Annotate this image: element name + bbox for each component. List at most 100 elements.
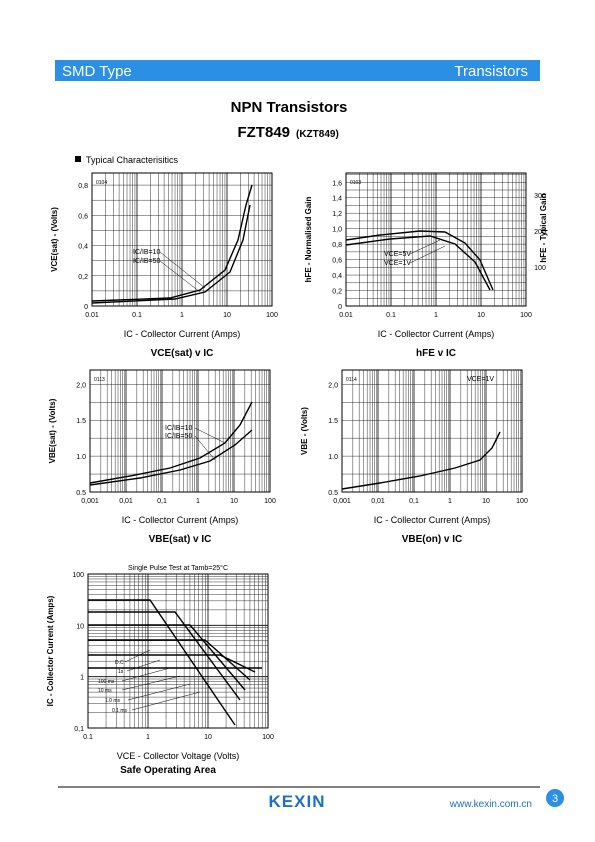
y2-tick-label: 200 <box>534 229 546 236</box>
leader-line <box>409 239 441 255</box>
y-tick-label: 0 <box>338 304 342 311</box>
x-tick-label: 0.1 <box>132 312 142 319</box>
header-right: Transistors <box>454 63 528 80</box>
y-tick-label: 10 <box>76 623 84 630</box>
curve <box>91 204 251 304</box>
y-axis-label: VBE - (Volts) <box>300 407 309 455</box>
figure-code: 0113 <box>94 377 105 383</box>
figure-code: 0114 <box>346 377 357 383</box>
leader-line <box>159 251 206 289</box>
annotation: 1s <box>118 669 124 675</box>
plot-frame <box>87 573 269 729</box>
curve <box>88 599 236 726</box>
y-tick-label: 0,6 <box>78 213 88 220</box>
leader-line <box>194 427 226 444</box>
x-tick-label: 10 <box>230 498 238 505</box>
footer-brand: KEXIN <box>269 792 326 811</box>
leader-line <box>127 683 191 701</box>
y-axis-label: VBE(sat) - (Volts) <box>48 398 57 463</box>
curve <box>91 184 253 302</box>
header-bar <box>55 60 540 81</box>
x-axis-label: IC - Collector Current (Amps) <box>122 515 239 525</box>
doc-title: NPN Transistors <box>231 99 348 116</box>
y-tick-label: 2,0 <box>328 382 338 389</box>
x-tick-label: 0,1 <box>157 498 167 505</box>
x-tick-label: 1 <box>434 312 438 319</box>
figure-caption: Safe Operating Area <box>120 765 216 776</box>
curve <box>345 235 491 291</box>
x-tick-label: 100 <box>520 312 532 319</box>
annotation: VCE=1V <box>384 260 411 267</box>
y-tick-label: 1,6 <box>332 180 342 187</box>
y-tick-label: 0 <box>84 304 88 311</box>
x-tick-label: 10 <box>204 734 212 741</box>
figure-caption: hFE v IC <box>416 348 456 359</box>
header-left: SMD Type <box>62 63 132 80</box>
x-tick-label: 0,01 <box>119 498 133 505</box>
leader-line <box>159 260 201 293</box>
y-axis-label: hFE - Normalised Gain <box>304 196 313 282</box>
x-tick-label: 0.1 <box>386 312 396 319</box>
x-axis-label: IC - Collector Current (Amps) <box>124 329 241 339</box>
leader-line <box>131 691 201 711</box>
x-tick-label: 1 <box>146 734 150 741</box>
annotation: IC/IB=50 <box>133 258 161 265</box>
y-tick-label: 1.5 <box>76 418 86 425</box>
annotation: 0.1 ms <box>112 708 128 714</box>
y-tick-label: 1,2 <box>332 211 342 218</box>
y-tick-label: 100 <box>72 572 84 579</box>
leader-line <box>409 245 446 264</box>
annotation: 1.0 ms <box>105 698 121 704</box>
leader-line <box>194 435 216 461</box>
page-number: 3 <box>552 793 558 805</box>
annotation: 10 ms <box>98 688 112 694</box>
y-tick-label: 0.5 <box>76 490 86 497</box>
figure-code: 0103 <box>350 180 361 186</box>
y-tick-label: 0,4 <box>78 244 88 251</box>
annotation: IC/IB=10 <box>133 249 161 256</box>
y-tick-label: 0,2 <box>332 289 342 296</box>
x-tick-label: 10 <box>223 312 231 319</box>
y-tick-label: 1,4 <box>332 196 342 203</box>
curve <box>89 401 253 484</box>
y-tick-label: 2,0 <box>76 382 86 389</box>
y-tick-label: 0,1 <box>74 726 84 733</box>
annotation: VCE=1V <box>467 376 494 383</box>
x-tick-label: 0,01 <box>371 498 385 505</box>
bullet <box>75 156 81 162</box>
curve <box>89 429 253 486</box>
y-tick-label: 1.0 <box>328 454 338 461</box>
y-tick-label: 0,6 <box>332 258 342 265</box>
curve <box>88 639 251 681</box>
y2-tick-label: 300 <box>534 193 546 200</box>
x-tick-label: 10 <box>482 498 490 505</box>
x-tick-label: 0.1 <box>83 734 93 741</box>
x-tick-label: 100 <box>262 734 274 741</box>
x-tick-label: 10 <box>477 312 485 319</box>
leader-line <box>121 675 181 691</box>
part-number: FZT849 <box>237 124 290 141</box>
y-tick-label: 0,4 <box>332 273 342 280</box>
x-tick-label: 0,001 <box>333 498 351 505</box>
y-axis-label: IC - Collector Current (Amps) <box>46 595 55 706</box>
annotation: IC/IB=50 <box>165 433 193 440</box>
x-tick-label: 100 <box>516 498 528 505</box>
annotation: 100 ms <box>98 679 115 685</box>
footer-url: www.kexin.com.cn <box>449 799 532 810</box>
y-tick-label: 0.5 <box>328 490 338 497</box>
x-tick-label: 1 <box>448 498 452 505</box>
x-tick-label: 1 <box>180 312 184 319</box>
y-tick-label: 1.0 <box>76 454 86 461</box>
figure-caption: VBE(on) v IC <box>402 534 463 545</box>
curve <box>88 611 241 701</box>
y-tick-label: 0,8 <box>78 183 88 190</box>
curve <box>341 431 501 490</box>
x-tick-label: 0.01 <box>85 312 99 319</box>
curve <box>345 230 494 291</box>
leader-line <box>121 667 171 682</box>
y2-axis-label: hFE - Typical Gain <box>539 193 548 262</box>
page-badge <box>546 789 564 807</box>
y-tick-label: 1 <box>80 675 84 682</box>
figure-caption: VBE(sat) v IC <box>149 534 212 545</box>
